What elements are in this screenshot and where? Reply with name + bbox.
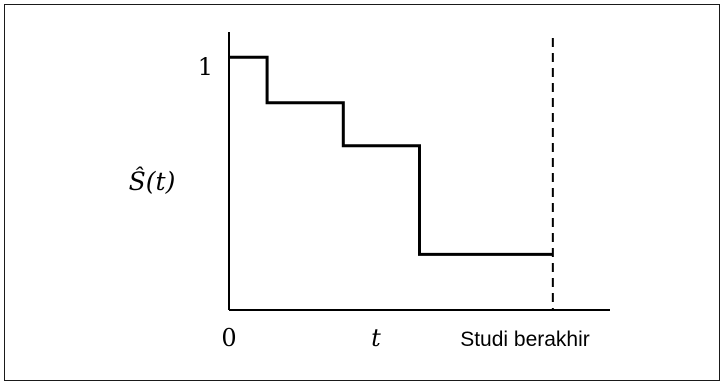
survival-step-line: [229, 55, 553, 256]
y-tick-label-1: 1: [198, 53, 213, 81]
study-end-label: Studi berakhir: [460, 328, 590, 351]
y-axis-label: Ŝ(t): [129, 167, 176, 196]
x-axis-label: t: [371, 324, 381, 352]
figure-frame: [4, 4, 720, 381]
x-origin-label: 0: [221, 324, 236, 352]
